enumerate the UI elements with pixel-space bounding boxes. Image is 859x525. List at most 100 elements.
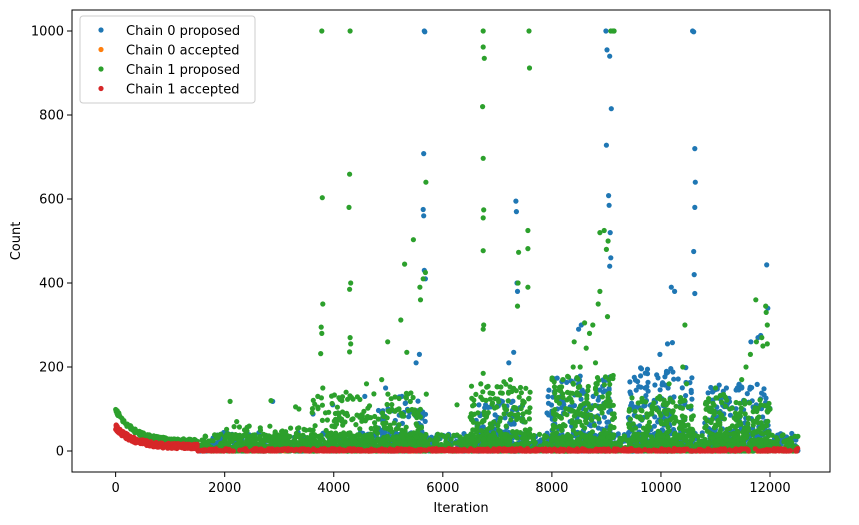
point-chain-0-proposed [671, 376, 677, 382]
point-chain-0-proposed [605, 419, 612, 425]
point-chain-1-proposed [448, 436, 454, 442]
point-chain-1-proposed [556, 435, 562, 441]
point-chain-0-proposed [727, 412, 734, 418]
point-chain-1-proposed [319, 402, 325, 408]
point-chain-1-proposed [312, 423, 318, 429]
point-chain-1-proposed [550, 436, 556, 442]
point-chain-1-proposed [214, 435, 220, 441]
point-chain-1-proposed [447, 441, 453, 447]
point-chain-0-proposed [627, 379, 633, 385]
point-chain-0-proposed [679, 385, 685, 391]
point-chain-0-proposed [422, 411, 429, 417]
point-chain-1-proposed [518, 390, 525, 396]
point-chain-0-proposed [643, 393, 649, 399]
point-chain-1-proposed [506, 439, 512, 445]
point-chain-1-proposed [710, 435, 716, 441]
point-chain-1-proposed [520, 416, 526, 422]
point-chain-0-proposed [511, 349, 517, 355]
point-chain-1-proposed [677, 399, 683, 405]
point-chain-1-proposed [526, 440, 532, 446]
point-chain-1-proposed [380, 413, 386, 419]
point-chain-1-proposed [414, 423, 420, 429]
point-chain-1-proposed [484, 384, 490, 390]
point-chain-1-proposed [377, 440, 383, 446]
point-chain-1-proposed [468, 431, 474, 437]
point-chain-1-proposed [403, 395, 409, 401]
point-chain-0-proposed [603, 28, 609, 34]
point-chain-1-proposed [583, 407, 589, 413]
point-chain-1-proposed [774, 437, 781, 443]
point-chain-1-proposed [745, 420, 751, 427]
point-chain-1-proposed [688, 437, 694, 443]
point-chain-1-proposed [558, 427, 565, 433]
point-chain-1-proposed [637, 414, 643, 420]
point-chain-1-proposed [640, 431, 646, 437]
point-chain-1-proposed [319, 417, 325, 423]
point-chain-1-proposed [681, 415, 687, 421]
point-chain-1-proposed [627, 423, 633, 430]
point-chain-0-proposed [659, 382, 665, 388]
point-chain-1-proposed [468, 383, 475, 389]
point-chain-1-proposed [656, 430, 662, 436]
point-chain-1-proposed [596, 405, 602, 411]
point-chain-1-proposed [368, 415, 374, 421]
point-chain-0-proposed [692, 146, 698, 152]
point-chain-1-proposed [527, 405, 533, 411]
point-chain-1-proposed [763, 439, 769, 445]
point-chain-1-proposed [422, 438, 428, 444]
point-chain-0-proposed [564, 379, 570, 385]
point-chain-1-proposed [765, 430, 772, 436]
point-chain-0-proposed [513, 209, 520, 215]
point-chain-1-proposed [741, 436, 748, 442]
point-chain-1-proposed [572, 423, 578, 429]
point-chain-1-proposed [392, 408, 398, 414]
point-chain-1-proposed [514, 416, 520, 422]
point-chain-1-proposed [515, 411, 521, 417]
point-chain-0-proposed [662, 374, 668, 380]
point-chain-0-proposed [759, 390, 765, 396]
point-chain-0-proposed [513, 198, 519, 204]
point-chain-1-proposed [433, 441, 439, 447]
point-chain-1-proposed [473, 391, 479, 397]
point-chain-1-proposed [667, 396, 673, 402]
point-chain-1-proposed [427, 437, 433, 443]
point-chain-1-proposed [573, 431, 579, 437]
point-chain-1-proposed [673, 403, 679, 409]
point-chain-1-proposed [328, 431, 334, 437]
point-chain-1-proposed [512, 430, 518, 436]
point-chain-1-proposed [322, 410, 329, 416]
point-chain-1-proposed [631, 431, 638, 437]
point-chain-0-proposed [383, 385, 389, 391]
point-chain-0-proposed [502, 415, 508, 421]
point-chain-1-proposed [199, 437, 205, 443]
point-chain-1-proposed [418, 424, 424, 430]
point-chain-1-proposed [705, 405, 711, 411]
point-chain-0-proposed [689, 396, 695, 402]
point-chain-1-proposed [556, 400, 563, 406]
point-chain-1-proposed [508, 411, 514, 417]
point-chain-1-proposed [490, 390, 496, 397]
point-chain-1-proposed [569, 440, 575, 446]
point-chain-1-proposed [332, 410, 338, 417]
point-chain-1-proposed [570, 427, 576, 433]
point-chain-1-proposed [573, 410, 579, 417]
point-chain-1-proposed [474, 429, 480, 435]
point-chain-0-proposed [764, 262, 770, 268]
point-chain-0-proposed [615, 431, 621, 437]
point-chain-1-proposed [617, 437, 623, 443]
point-chain-0-proposed [692, 290, 698, 297]
point-chain-1-proposed [731, 438, 738, 444]
point-chain-1-proposed [475, 438, 481, 444]
point-chain-1-proposed [577, 419, 583, 425]
point-chain-1-proposed [389, 402, 395, 408]
point-chain-1-proposed [507, 384, 513, 390]
point-chain-1-proposed [552, 416, 558, 422]
point-chain-1-proposed [665, 407, 672, 413]
point-chain-1-proposed [502, 431, 508, 437]
point-chain-0-proposed [691, 29, 697, 35]
point-chain-1-proposed [401, 413, 407, 419]
point-chain-1-proposed [324, 417, 330, 423]
point-chain-1-proposed [747, 441, 753, 447]
point-chain-0-proposed [760, 414, 766, 420]
